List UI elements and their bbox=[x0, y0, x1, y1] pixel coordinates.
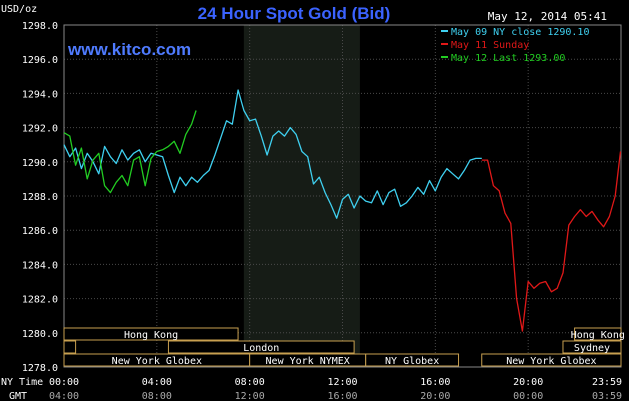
x-tick-label-gmt: 00:00 bbox=[513, 391, 543, 401]
x-tick-label-gmt: 03:59 bbox=[592, 391, 622, 401]
session-label: Hong Kong bbox=[124, 330, 178, 341]
session-box bbox=[63, 327, 239, 341]
y-tick-label: 1290.0 bbox=[22, 158, 58, 169]
x-tick-label-ny: 16:00 bbox=[420, 377, 450, 388]
session-box bbox=[167, 340, 355, 354]
session-label: New York Globex bbox=[506, 356, 596, 367]
timestamp: May 12, 2014 05:41 bbox=[488, 10, 607, 23]
watermark-url: www.kitco.com bbox=[67, 40, 191, 59]
session-box bbox=[481, 353, 622, 367]
x-tick-label-ny: 20:00 bbox=[513, 377, 543, 388]
x-tick-label-ny: 23:59 bbox=[592, 377, 622, 388]
unit-label: USD/oz bbox=[1, 4, 37, 15]
session-label: New York NYMEX bbox=[266, 356, 350, 367]
session-label: New York Globex bbox=[112, 356, 202, 367]
legend: May 09 NY close 1290.10 May 11 Sunday May … bbox=[441, 27, 589, 64]
series-line bbox=[63, 89, 482, 219]
x-tick-label-gmt: 16:00 bbox=[327, 391, 357, 401]
series-line bbox=[63, 110, 197, 194]
y-tick-label: 1284.0 bbox=[22, 260, 58, 271]
session-box bbox=[365, 353, 460, 367]
y-tick-label: 1280.0 bbox=[22, 329, 58, 340]
x-axis-ny-label: NY Time bbox=[1, 377, 43, 388]
legend-entry: May 12 Last 1293.00 bbox=[451, 53, 565, 64]
x-tick-label-ny: 12:00 bbox=[327, 377, 357, 388]
y-tick-label: 1294.0 bbox=[22, 89, 58, 100]
y-tick-label: 1282.0 bbox=[22, 295, 58, 306]
chart-title: 24 Hour Spot Gold (Bid) bbox=[198, 4, 391, 23]
x-tick-label-gmt: 20:00 bbox=[420, 391, 450, 401]
y-tick-label: 1288.0 bbox=[22, 192, 58, 203]
legend-entry: May 09 NY close 1290.10 bbox=[451, 27, 589, 38]
session-box bbox=[574, 327, 622, 341]
session-label: Hong Kong bbox=[571, 330, 625, 341]
y-tick-label: 1296.0 bbox=[22, 55, 58, 66]
session-label: London bbox=[243, 343, 279, 354]
y-tick-label: 1286.0 bbox=[22, 226, 58, 237]
x-tick-label-ny: 00:00 bbox=[49, 377, 79, 388]
x-tick-label-gmt: 12:00 bbox=[235, 391, 265, 401]
session-label: NY Globex bbox=[385, 356, 439, 367]
y-tick-label: 1278.0 bbox=[22, 363, 58, 374]
x-tick-label-gmt: 08:00 bbox=[142, 391, 172, 401]
x-tick-label-ny: 08:00 bbox=[235, 377, 265, 388]
legend-entry: May 11 Sunday bbox=[451, 40, 529, 51]
x-tick-label-ny: 04:00 bbox=[142, 377, 172, 388]
y-tick-label: 1292.0 bbox=[22, 124, 58, 135]
x-axis-gmt-label: GMT bbox=[9, 391, 27, 401]
session-label: Sydney bbox=[574, 343, 610, 354]
plot-frame bbox=[63, 24, 622, 368]
session-box bbox=[562, 340, 622, 354]
x-tick-label-gmt: 04:00 bbox=[49, 391, 79, 401]
session-box bbox=[63, 340, 77, 354]
series-line bbox=[481, 151, 622, 332]
y-tick-label: 1298.0 bbox=[22, 21, 58, 32]
